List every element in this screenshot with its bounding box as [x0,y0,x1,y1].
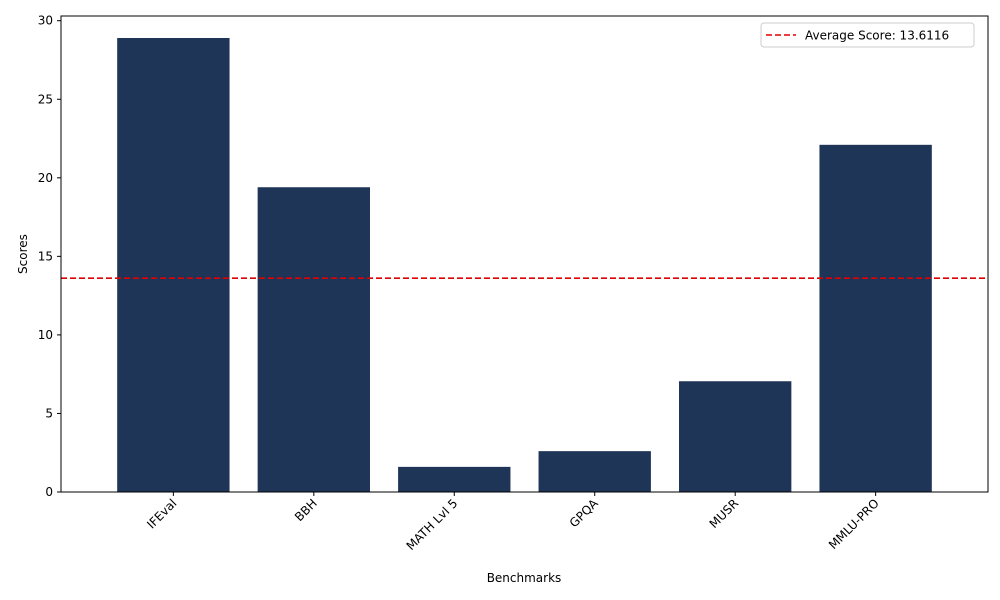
bar-musr [679,381,792,492]
bars-group [117,37,932,493]
bar-gpqa [538,451,651,492]
y-tick-label: 25 [38,92,53,106]
plot-frame [60,15,989,493]
x-axis-label: Benchmarks [487,571,562,585]
bar-math-lvl-5 [398,466,511,492]
y-tick-label: 10 [38,328,53,342]
x-tick-label: MATH Lvl 5 [404,496,461,553]
x-tick-label: GPQA [567,496,602,531]
x-tick-label: IFEval [144,496,179,531]
y-tick-label: 0 [45,485,53,499]
bar-mmlu-pro [819,144,932,492]
y-tick-label: 5 [45,406,53,420]
legend-label: Average Score: 13.6116 [805,29,949,43]
y-axis-label: Scores [16,234,30,274]
y-tick-label: 30 [38,14,53,28]
bar-ifeval [117,37,230,492]
bar-bbh [257,187,370,493]
legend: Average Score: 13.6116 [760,22,975,48]
y-tick-label: 20 [38,171,53,185]
x-axis-ticks: IFEval BBH MATH Lvl 5 GPQA MUSR MMLU-PRO [144,492,882,553]
legend-box [760,22,975,48]
x-tick-label: MUSR [707,496,742,531]
y-tick-label: 15 [38,249,53,263]
x-tick-label: MMLU-PRO [826,496,882,552]
y-axis-ticks: 0 5 10 15 20 25 30 [38,14,61,499]
x-tick-label: BBH [292,496,320,524]
